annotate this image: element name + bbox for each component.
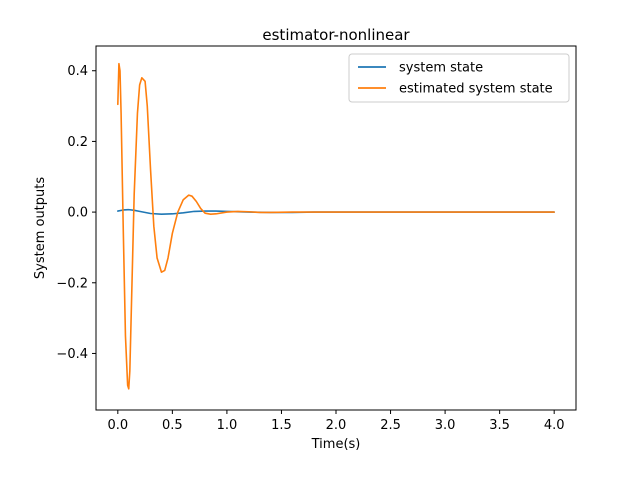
y-tick-label: 0.2 xyxy=(67,135,88,150)
plot-frame xyxy=(95,45,577,411)
x-tick-label: 1.5 xyxy=(271,418,292,433)
legend: system state estimated system state xyxy=(348,53,570,103)
series-layer xyxy=(117,62,555,390)
y-tick-label: 0.4 xyxy=(67,64,88,79)
x-tick-label: 0.0 xyxy=(107,418,128,433)
x-tick-label: 2.0 xyxy=(326,418,347,433)
legend-label-1: estimated system state xyxy=(399,82,553,97)
x-tick-label: 1.0 xyxy=(217,418,238,433)
legend-label-0: system state xyxy=(399,61,483,76)
legend-frame xyxy=(348,53,570,103)
x-tick-label: 3.5 xyxy=(489,418,510,433)
x-tick-label: 0.5 xyxy=(162,418,183,433)
y-axis-label: System outputs xyxy=(33,177,48,279)
x-tick-label: 2.5 xyxy=(380,418,401,433)
y-tick-label: 0.0 xyxy=(67,206,88,221)
y-tick-label: −0.4 xyxy=(56,347,88,362)
chart-title: estimator-nonlinear xyxy=(262,26,410,44)
x-tick-label: 3.0 xyxy=(435,418,456,433)
x-tick-label: 4.0 xyxy=(544,418,565,433)
series-line-1 xyxy=(117,62,555,390)
y-tick-label: −0.2 xyxy=(56,276,88,291)
ticks-layer: 0.0 0.5 1.0 1.5 2.0 2.5 3.0 3.5 4.0 0.4 0.2 0.0 −0.2… xyxy=(56,64,564,433)
x-axis-label: Time(s) xyxy=(311,437,361,452)
